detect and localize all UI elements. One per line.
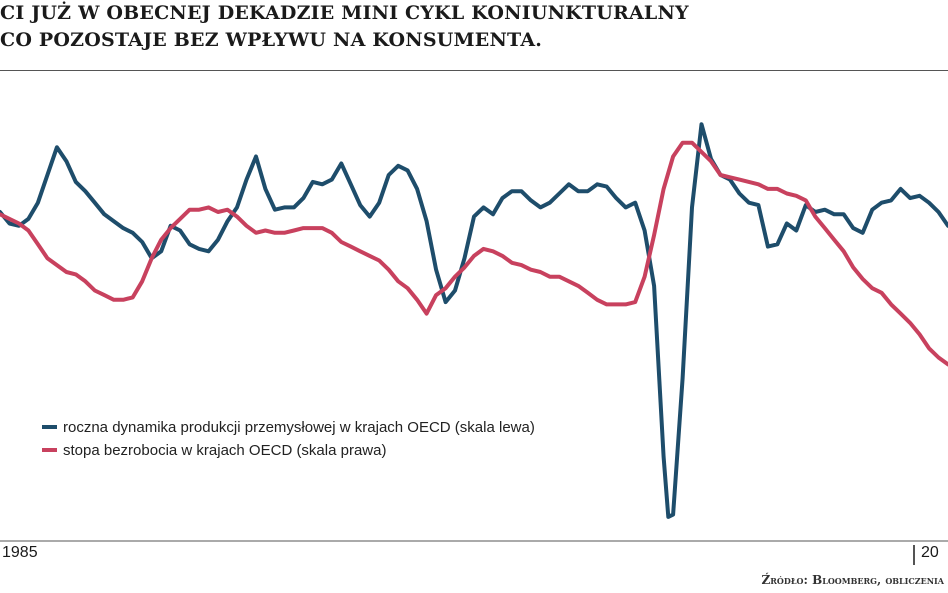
x-tick-label-1985: 1985 xyxy=(2,544,38,561)
series-line-production xyxy=(0,122,948,519)
x-tick-label-20: 20 xyxy=(921,544,939,561)
legend-label-unemployment: stopa bezrobocia w krajach OECD (skala p… xyxy=(63,441,387,459)
series-layer xyxy=(0,122,948,519)
legend-swatch-unemployment xyxy=(42,448,57,452)
legend-item-production: roczna dynamika produkcji przemysłowej w… xyxy=(42,418,535,436)
chart-title-line-1: CI JUŻ W OBECNEJ DEKADZIE MINI CYKL KONI… xyxy=(0,2,689,24)
series-line-unemployment xyxy=(0,140,948,367)
source-note: Źródło: Bloomberg, obliczenia xyxy=(761,573,945,587)
legend-swatch-production xyxy=(42,425,57,429)
legend-item-unemployment: stopa bezrobocia w krajach OECD (skala p… xyxy=(42,441,386,459)
chart-title-line-2: CO POZOSTAJE BEZ WPŁYWU NA KONSUMENTA. xyxy=(0,29,543,51)
legend-label-production: roczna dynamika produkcji przemysłowej w… xyxy=(63,418,535,436)
top-rule xyxy=(0,70,948,71)
